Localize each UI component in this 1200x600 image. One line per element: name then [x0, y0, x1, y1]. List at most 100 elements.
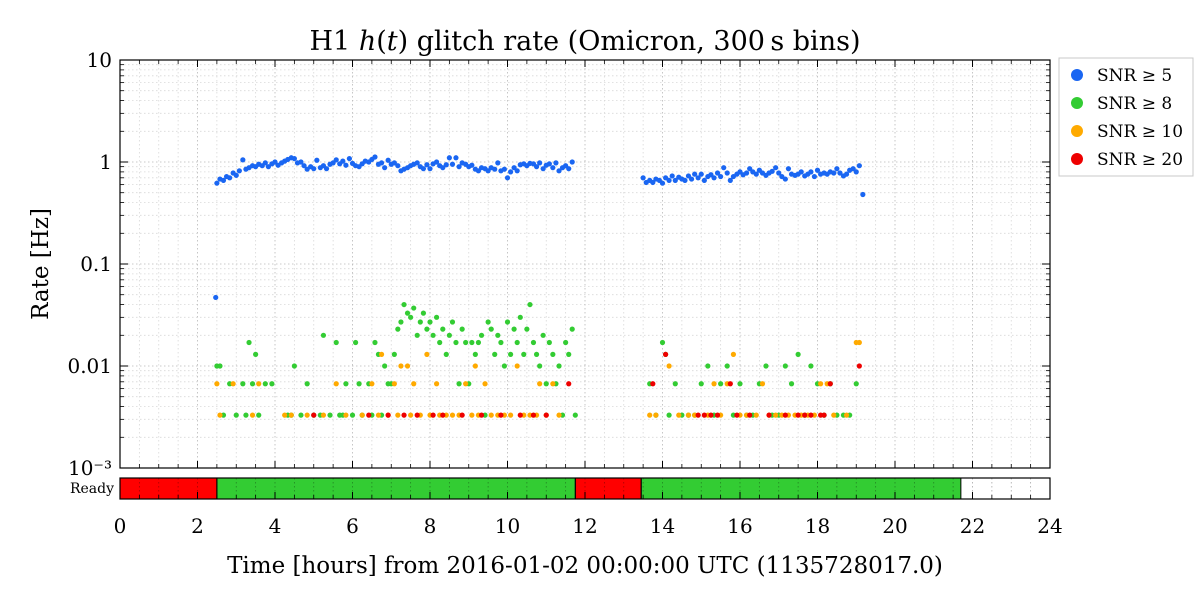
data-point: [349, 412, 356, 418]
data-point: [417, 319, 423, 325]
data-point: [488, 326, 494, 332]
data-point: [659, 180, 666, 186]
legend-label: SNR ≥ 8: [1097, 94, 1172, 114]
data-point: [408, 412, 414, 418]
data-point: [808, 363, 814, 369]
data-point: [217, 412, 223, 418]
data-point: [282, 412, 288, 418]
data-point: [537, 160, 543, 166]
data-point: [831, 170, 837, 176]
data-point: [488, 412, 494, 418]
data-point: [659, 339, 666, 346]
data-point: [485, 319, 491, 325]
y-tick-label: 10⁻³: [68, 456, 112, 480]
data-point: [320, 412, 327, 418]
data-point: [843, 171, 850, 177]
data-point: [343, 412, 349, 418]
data-point: [291, 363, 297, 369]
data-point: [378, 351, 385, 357]
x-tick-label: 20: [882, 514, 907, 538]
data-point: [721, 165, 727, 171]
data-point: [472, 351, 478, 357]
data-point: [769, 168, 775, 174]
data-point: [256, 381, 262, 387]
data-point: [672, 381, 678, 387]
x-tick-label: 18: [805, 514, 830, 538]
data-point: [391, 351, 397, 357]
data-point: [249, 412, 256, 418]
data-point: [420, 310, 427, 316]
data-point: [546, 339, 552, 346]
legend-marker: [1071, 97, 1083, 109]
data-point: [478, 412, 485, 418]
segment-block: [641, 478, 961, 499]
data-point: [798, 169, 804, 175]
data-point: [860, 191, 866, 198]
data-point: [495, 332, 501, 338]
data-point: [404, 363, 411, 369]
data-point: [530, 412, 537, 418]
data-point: [298, 159, 304, 165]
data-point: [808, 412, 814, 418]
data-point: [240, 381, 246, 387]
data-point: [227, 175, 233, 181]
data-point: [753, 171, 759, 177]
data-point: [533, 351, 540, 357]
data-point: [262, 381, 268, 387]
data-point: [508, 412, 514, 418]
data-point: [240, 157, 246, 163]
data-point: [808, 169, 814, 175]
data-point: [540, 166, 546, 172]
segment-label: Ready: [70, 481, 114, 497]
data-point: [782, 412, 788, 418]
legend-label: SNR ≥ 10: [1097, 122, 1183, 142]
data-point: [501, 363, 507, 369]
data-point: [220, 177, 227, 184]
data-point: [795, 412, 801, 418]
data-point: [537, 381, 543, 387]
data-point: [508, 351, 514, 357]
data-point: [243, 412, 249, 418]
data-point: [727, 177, 733, 184]
data-point: [766, 412, 772, 418]
data-point: [856, 339, 862, 346]
data-point: [856, 363, 862, 369]
data-point: [214, 381, 220, 387]
data-point: [773, 412, 779, 418]
plot-area: 10 1 0.1 0.01 10⁻³: [67, 48, 1051, 480]
y-tick-label: 1: [99, 150, 112, 174]
data-point: [253, 351, 259, 357]
data-point: [714, 412, 721, 418]
data-point: [672, 177, 678, 184]
legend-label: SNR ≥ 5: [1097, 66, 1172, 86]
data-point: [747, 412, 753, 418]
data-point: [763, 363, 769, 369]
data-point: [340, 158, 346, 164]
series-1: [213, 154, 866, 301]
data-point: [843, 412, 850, 418]
data-point: [701, 412, 707, 418]
data-point: [701, 177, 707, 184]
legend-item: SNR ≥ 8: [1071, 94, 1172, 114]
data-point: [540, 332, 546, 338]
data-point: [449, 412, 456, 418]
segment-block: [575, 478, 642, 499]
data-point: [430, 332, 436, 338]
data-point: [666, 177, 672, 184]
data-point: [459, 412, 465, 418]
grid: [120, 60, 1050, 468]
data-point: [837, 170, 843, 176]
x-tick-label: 24: [1037, 514, 1062, 538]
data-point: [524, 326, 530, 332]
data-point: [327, 412, 333, 418]
data-point: [566, 381, 572, 387]
data-point: [343, 162, 349, 168]
data-point: [695, 412, 701, 418]
data-point: [233, 172, 239, 178]
data-point: [818, 381, 824, 387]
data-point: [543, 412, 549, 418]
x-tick-label: 6: [346, 514, 359, 538]
data-point: [288, 412, 294, 418]
data-point: [269, 381, 275, 387]
